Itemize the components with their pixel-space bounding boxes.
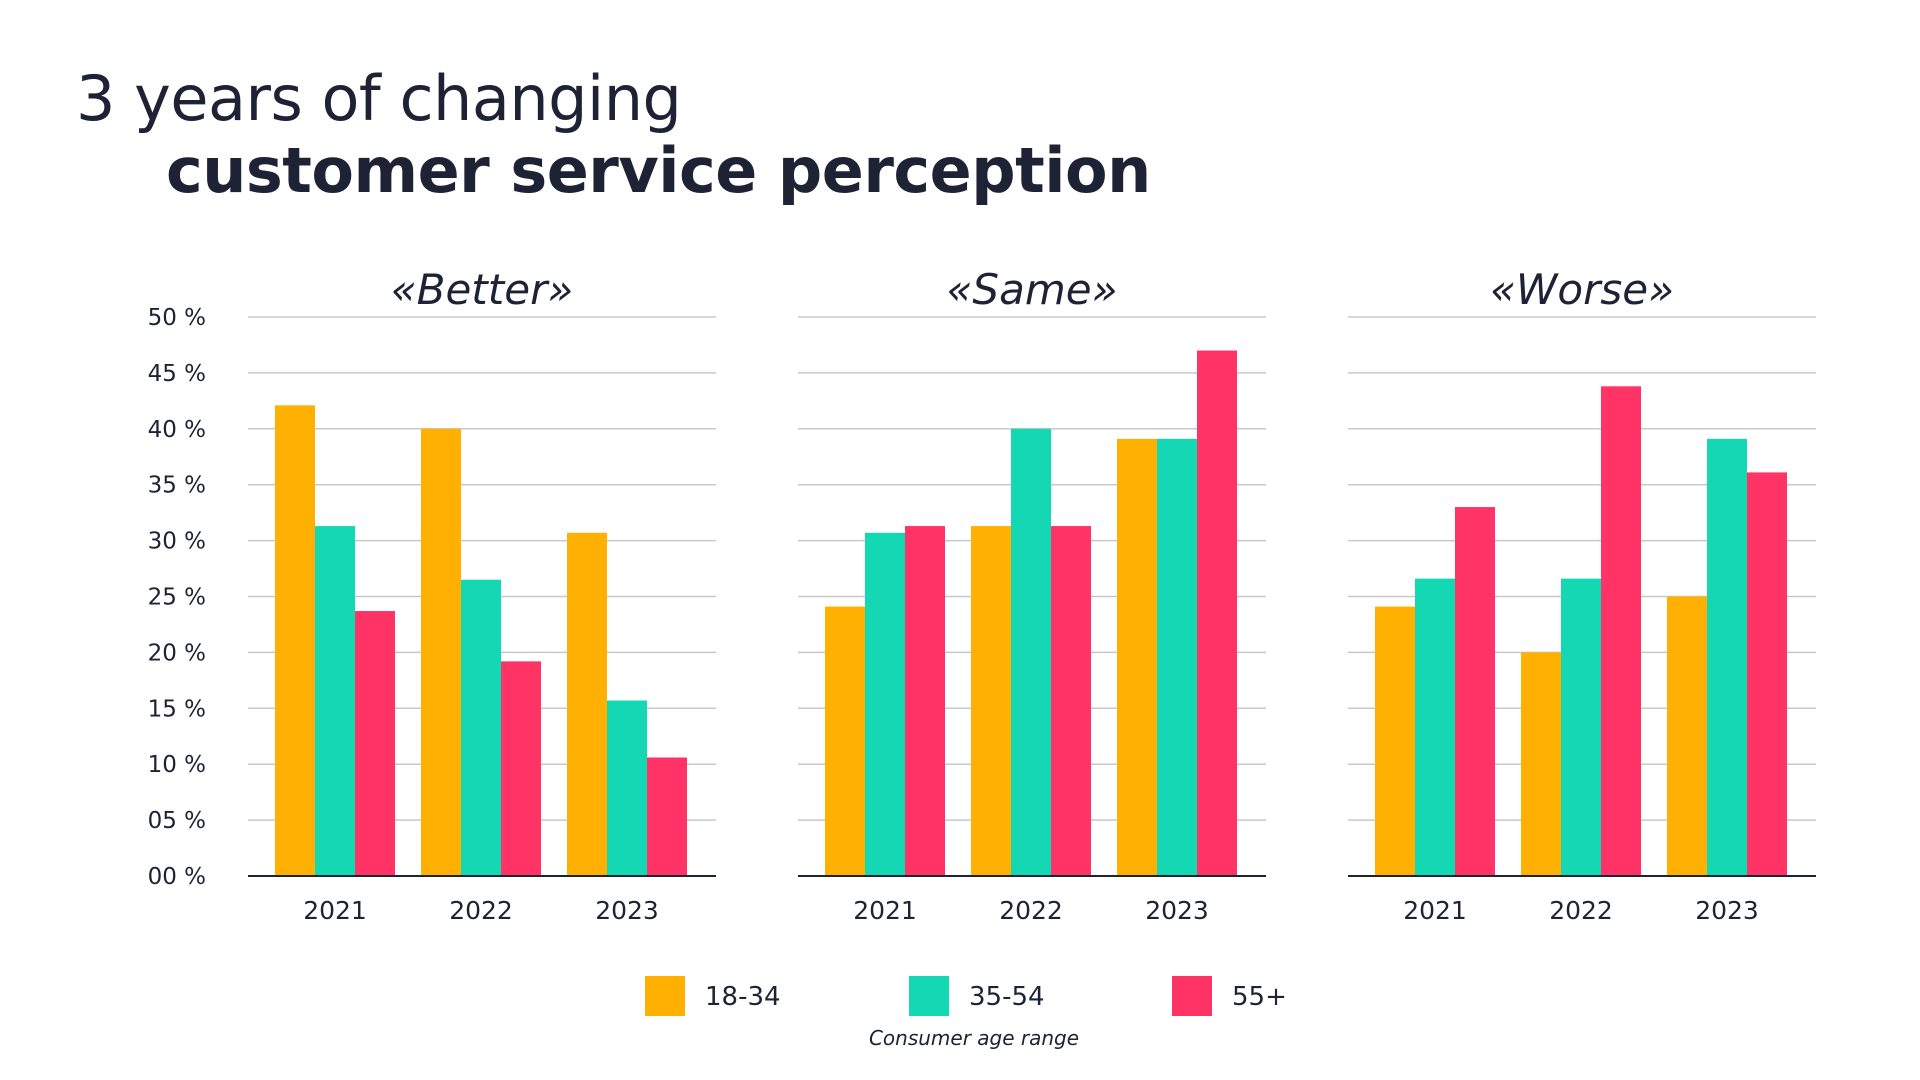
x-tick-label: 2021 [853,896,917,925]
y-tick-label: 10 % [148,752,206,778]
bar-18-34-2021 [275,405,315,876]
panel-title: «Better» [391,265,574,314]
bar-55+-2022 [501,661,541,876]
title-line-2: customer service perception [166,134,1151,207]
y-tick-label: 05 % [148,808,206,834]
title-line-1: 3 years of changing [76,62,682,135]
panel-title: «Same» [947,265,1118,314]
y-tick-label: 25 % [148,585,206,611]
legend-swatch-35-54 [909,976,949,1016]
bar-35-54-2021 [865,532,905,876]
bar-35-54-2021 [1415,578,1455,876]
y-tick-label: 35 % [148,473,206,499]
x-tick-label: 2021 [1403,896,1467,925]
y-tick-label: 15 % [148,696,206,722]
bar-35-54-2021 [315,526,355,876]
bar-18-34-2023 [1667,596,1707,876]
bar-35-54-2023 [607,700,647,876]
y-tick-label: 45 % [148,361,206,387]
bar-18-34-2022 [1521,652,1561,876]
y-tick-label: 00 % [148,864,206,890]
x-tick-label: 2022 [1549,896,1613,925]
x-tick-label: 2023 [1695,896,1759,925]
panel-title: «Worse» [1490,265,1674,314]
bar-55+-2021 [905,526,945,876]
bar-18-34-2022 [971,526,1011,876]
legend-label: 35-54 [969,982,1045,1012]
y-tick-label: 30 % [148,529,206,555]
y-tick-label: 50 % [148,305,206,331]
bar-35-54-2022 [1011,428,1051,876]
x-tick-label: 2021 [303,896,367,925]
bar-35-54-2023 [1707,438,1747,876]
legend-swatch-18-34 [645,976,685,1016]
x-tick-label: 2022 [449,896,513,925]
x-tick-label: 2022 [999,896,1063,925]
legend-label: 18-34 [705,982,781,1012]
y-tick-label: 40 % [148,417,206,443]
bar-18-34-2023 [1117,438,1157,876]
legend-swatch-55+ [1172,976,1212,1016]
legend-caption: Consumer age range [868,1026,1080,1050]
x-tick-label: 2023 [1145,896,1209,925]
bar-18-34-2021 [825,606,865,876]
bar-55+-2023 [647,757,687,876]
bar-18-34-2021 [1375,606,1415,876]
bar-35-54-2022 [461,579,501,876]
bar-55+-2023 [1747,472,1787,876]
bar-55+-2022 [1051,526,1091,876]
bar-18-34-2022 [421,428,461,876]
y-tick-label: 20 % [148,640,206,666]
bar-35-54-2023 [1157,438,1197,876]
bar-55+-2022 [1601,386,1641,876]
bar-18-34-2023 [567,532,607,876]
x-tick-label: 2023 [595,896,659,925]
bar-55+-2023 [1197,350,1237,876]
legend-label: 55+ [1232,982,1287,1012]
bar-55+-2021 [355,611,395,876]
bar-35-54-2022 [1561,578,1601,876]
bar-55+-2021 [1455,507,1495,876]
